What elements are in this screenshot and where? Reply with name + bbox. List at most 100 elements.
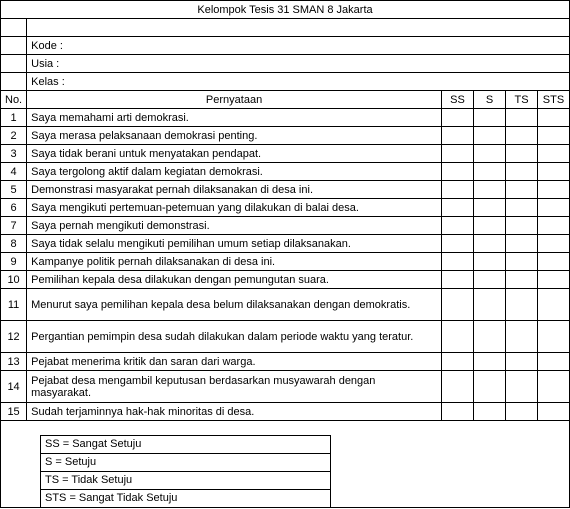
cell-ts[interactable]	[506, 181, 538, 199]
cell-s[interactable]	[474, 217, 506, 235]
cell-ts[interactable]	[506, 321, 538, 353]
cell-sts[interactable]	[538, 217, 570, 235]
cell-ts[interactable]	[506, 289, 538, 321]
title-row: Kelompok Tesis 31 SMAN 8 Jakarta	[1, 1, 570, 19]
cell-sts[interactable]	[538, 145, 570, 163]
cell-ts[interactable]	[506, 127, 538, 145]
row-no: 9	[1, 253, 27, 271]
cell-sts[interactable]	[538, 127, 570, 145]
legend-ss: SS = Sangat Setuju	[41, 435, 331, 453]
row-statement: Sudah terjaminnya hak-hak minoritas di d…	[27, 403, 442, 421]
cell-sts[interactable]	[538, 371, 570, 403]
header-sts: STS	[538, 91, 570, 109]
cell-ss[interactable]	[442, 235, 474, 253]
cell-sts[interactable]	[538, 163, 570, 181]
legend-s: S = Setuju	[41, 453, 331, 471]
row-no: 15	[1, 403, 27, 421]
cell-ts[interactable]	[506, 235, 538, 253]
cell-sts[interactable]	[538, 199, 570, 217]
header-ss: SS	[442, 91, 474, 109]
table-row: 10Pemilihan kepala desa dilakukan dengan…	[1, 271, 570, 289]
row-statement: Menurut saya pemilihan kepala desa belum…	[27, 289, 442, 321]
cell-s[interactable]	[474, 235, 506, 253]
legend-row: SS = Sangat Setuju	[1, 435, 570, 453]
row-statement: Pejabat menerima kritik dan saran dari w…	[27, 353, 442, 371]
cell-sts[interactable]	[538, 353, 570, 371]
row-no: 2	[1, 127, 27, 145]
cell-ss[interactable]	[442, 109, 474, 127]
cell-s[interactable]	[474, 271, 506, 289]
table-row: 5Demonstrasi masyarakat pernah dilaksana…	[1, 181, 570, 199]
cell-s[interactable]	[474, 163, 506, 181]
header-no: No.	[1, 91, 27, 109]
table-row: 8Saya tidak selalu mengikuti pemilihan u…	[1, 235, 570, 253]
cell-ts[interactable]	[506, 371, 538, 403]
cell-s[interactable]	[474, 199, 506, 217]
row-no: 1	[1, 109, 27, 127]
cell-sts[interactable]	[538, 253, 570, 271]
cell-ss[interactable]	[442, 217, 474, 235]
cell-sts[interactable]	[538, 403, 570, 421]
cell-ts[interactable]	[506, 403, 538, 421]
cell-s[interactable]	[474, 289, 506, 321]
questionnaire-table: Kelompok Tesis 31 SMAN 8 Jakarta Kode : …	[0, 0, 570, 421]
cell-s[interactable]	[474, 181, 506, 199]
cell-sts[interactable]	[538, 289, 570, 321]
usia-label: Usia :	[27, 55, 570, 73]
header-ts: TS	[506, 91, 538, 109]
cell-ss[interactable]	[442, 353, 474, 371]
cell-ss[interactable]	[442, 145, 474, 163]
cell-ts[interactable]	[506, 253, 538, 271]
cell-ss[interactable]	[442, 163, 474, 181]
cell-sts[interactable]	[538, 235, 570, 253]
meta-kode-row: Kode :	[1, 37, 570, 55]
cell-ts[interactable]	[506, 163, 538, 181]
cell-sts[interactable]	[538, 271, 570, 289]
header-row: No. Pernyataan SS S TS STS	[1, 91, 570, 109]
cell-sts[interactable]	[538, 181, 570, 199]
cell-s[interactable]	[474, 145, 506, 163]
row-no: 10	[1, 271, 27, 289]
legend-row: S = Setuju	[1, 453, 570, 471]
row-statement: Demonstrasi masyarakat pernah dilaksanak…	[27, 181, 442, 199]
cell-ss[interactable]	[442, 321, 474, 353]
table-row: 1Saya memahami arti demokrasi.	[1, 109, 570, 127]
cell-ts[interactable]	[506, 353, 538, 371]
row-no: 4	[1, 163, 27, 181]
cell-s[interactable]	[474, 321, 506, 353]
cell-sts[interactable]	[538, 321, 570, 353]
table-row: 15Sudah terjaminnya hak-hak minoritas di…	[1, 403, 570, 421]
cell-ss[interactable]	[442, 289, 474, 321]
cell-s[interactable]	[474, 109, 506, 127]
cell-s[interactable]	[474, 353, 506, 371]
cell-s[interactable]	[474, 253, 506, 271]
cell-ts[interactable]	[506, 109, 538, 127]
row-no: 7	[1, 217, 27, 235]
cell-ss[interactable]	[442, 253, 474, 271]
cell-ts[interactable]	[506, 199, 538, 217]
cell-s[interactable]	[474, 403, 506, 421]
cell-ss[interactable]	[442, 403, 474, 421]
table-row: 14Pejabat desa mengambil keputusan berda…	[1, 371, 570, 403]
cell-ts[interactable]	[506, 145, 538, 163]
cell-s[interactable]	[474, 371, 506, 403]
blank-row	[1, 19, 570, 37]
cell-ts[interactable]	[506, 271, 538, 289]
cell-ss[interactable]	[442, 127, 474, 145]
cell-ss[interactable]	[442, 181, 474, 199]
row-no: 13	[1, 353, 27, 371]
row-statement: Pemilihan kepala desa dilakukan dengan p…	[27, 271, 442, 289]
table-row: 9Kampanye politik pernah dilaksanakan di…	[1, 253, 570, 271]
cell-ss[interactable]	[442, 199, 474, 217]
cell-ss[interactable]	[442, 371, 474, 403]
row-no: 6	[1, 199, 27, 217]
table-row: 2Saya merasa pelaksanaan demokrasi penti…	[1, 127, 570, 145]
row-no: 14	[1, 371, 27, 403]
table-row: 4Saya tergolong aktif dalam kegiatan dem…	[1, 163, 570, 181]
cell-ts[interactable]	[506, 217, 538, 235]
cell-sts[interactable]	[538, 109, 570, 127]
meta-usia-row: Usia :	[1, 55, 570, 73]
row-no: 8	[1, 235, 27, 253]
cell-ss[interactable]	[442, 271, 474, 289]
cell-s[interactable]	[474, 127, 506, 145]
